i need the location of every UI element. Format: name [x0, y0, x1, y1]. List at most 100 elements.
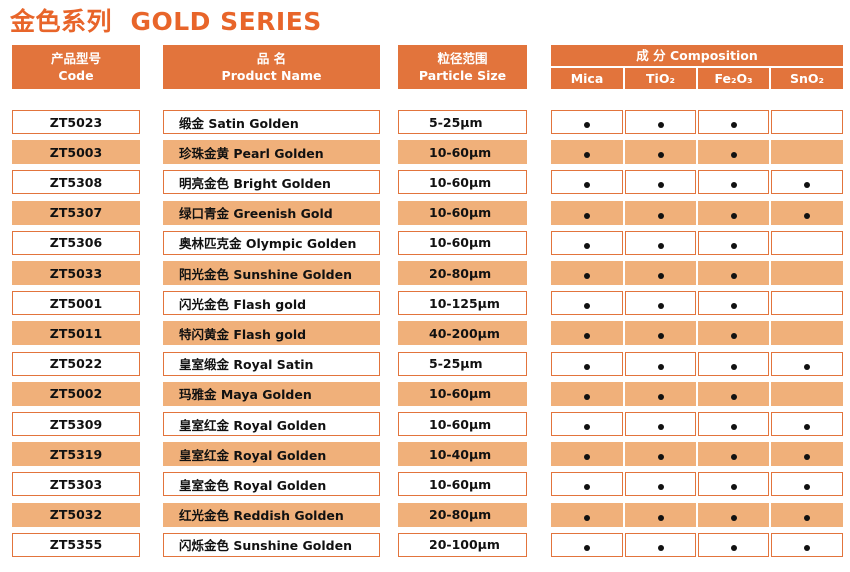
code-cell: ZT5306	[12, 230, 140, 255]
composition-cell	[625, 502, 696, 527]
composition-cell	[698, 200, 769, 225]
composition-cell	[771, 261, 843, 285]
composition-dot	[730, 514, 737, 521]
code-cell: ZT5011	[12, 321, 140, 346]
size-cell: 5-25μm	[398, 351, 527, 376]
composition-dot	[657, 393, 664, 400]
composition-cell	[625, 412, 696, 436]
composition-cell	[771, 442, 843, 467]
composition-cell	[698, 381, 769, 406]
composition-cell	[771, 412, 843, 436]
column-header: 品 名 Product Name	[163, 45, 380, 89]
code-cell: ZT5319	[12, 442, 140, 467]
composition-cell	[551, 502, 623, 527]
column-header: 粒径范围 Particle Size	[398, 45, 527, 89]
composition-cell	[625, 472, 696, 497]
code-cell: ZT5032	[12, 502, 140, 527]
header-cn: 产品型号	[50, 51, 101, 66]
composition-cell	[551, 412, 623, 436]
composition-cell	[625, 140, 696, 165]
composition-cell	[625, 351, 696, 376]
title-en: GOLD SERIES	[130, 7, 322, 36]
composition-dot	[657, 514, 664, 521]
size-cell: 20-80μm	[398, 502, 527, 527]
size-cell: 10-125μm	[398, 291, 527, 316]
code-cell: ZT5003	[12, 140, 140, 165]
composition-dot	[730, 122, 737, 128]
composition-cell	[771, 140, 843, 165]
composition-dot	[730, 303, 737, 310]
composition-cell	[625, 110, 696, 134]
composition-cell	[698, 351, 769, 376]
composition-dot	[657, 544, 664, 551]
composition-cell	[551, 321, 623, 346]
composition-dot	[730, 333, 737, 340]
composition-dot	[584, 514, 590, 521]
composition-cell	[551, 381, 623, 406]
composition-cell	[698, 291, 769, 316]
composition-cell	[771, 472, 843, 497]
composition-item: TiO₂	[625, 68, 696, 89]
code-cell: ZT5308	[12, 170, 140, 195]
name-cell: 玛雅金 Maya Golden	[163, 381, 380, 406]
code-cell: ZT5303	[12, 472, 140, 497]
composition-dot	[730, 363, 737, 370]
composition-cell	[698, 140, 769, 165]
name-cell: 闪光金色 Flash gold	[163, 291, 380, 316]
name-cell: 珍珠金黄 Pearl Golden	[163, 140, 380, 165]
composition-cell	[771, 532, 843, 557]
title-cn: 金色系列	[10, 7, 113, 36]
composition-dot	[730, 484, 737, 491]
composition-dot	[657, 303, 664, 310]
composition-item: Mica	[551, 68, 623, 89]
composition-dot	[657, 333, 664, 340]
composition-cell	[551, 110, 623, 134]
composition-cell	[698, 472, 769, 497]
code-cell: ZT5355	[12, 532, 140, 557]
composition-header: 成 分 Composition	[551, 45, 843, 66]
composition-dot	[584, 544, 590, 551]
composition-dot	[584, 363, 590, 370]
code-cell: ZT5001	[12, 291, 140, 316]
composition-cell	[771, 291, 843, 316]
composition-cell	[698, 230, 769, 255]
size-cell: 10-40μm	[398, 442, 527, 467]
composition-cell	[771, 321, 843, 346]
composition-dot	[584, 122, 590, 128]
composition-cell	[625, 230, 696, 255]
composition-dot	[584, 393, 590, 400]
composition-dot	[584, 182, 590, 189]
composition-dot	[584, 303, 590, 310]
composition-cell	[698, 110, 769, 134]
composition-dot	[657, 484, 664, 491]
name-cell: 皇室红金 Royal Golden	[163, 412, 380, 436]
code-cell: ZT5309	[12, 412, 140, 436]
composition-item: Fe₂O₃	[698, 68, 769, 89]
composition-dot	[584, 242, 590, 249]
composition-item: SnO₂	[771, 68, 843, 89]
composition-cell	[625, 261, 696, 285]
composition-cell	[771, 381, 843, 406]
size-cell: 10-60μm	[398, 230, 527, 255]
composition-cell	[698, 170, 769, 195]
composition-dot	[584, 212, 590, 219]
code-cell: ZT5033	[12, 261, 140, 285]
header-cn: 粒径范围	[437, 51, 488, 66]
composition-dot	[730, 182, 737, 189]
composition-cell	[551, 442, 623, 467]
name-cell: 绿口青金 Greenish Gold	[163, 200, 380, 225]
header-en: Code	[58, 68, 94, 83]
composition-cell	[551, 351, 623, 376]
composition-cell	[771, 502, 843, 527]
composition-dot	[730, 454, 737, 461]
composition-dot	[730, 544, 737, 551]
composition-cell	[698, 442, 769, 467]
size-cell: 20-80μm	[398, 261, 527, 285]
composition-cell	[698, 261, 769, 285]
composition-dot	[657, 122, 664, 128]
composition-dot	[657, 212, 664, 219]
composition-dot	[804, 363, 810, 370]
name-cell: 皇室红金 Royal Golden	[163, 442, 380, 467]
composition-dot	[584, 454, 590, 461]
composition-cell	[551, 291, 623, 316]
